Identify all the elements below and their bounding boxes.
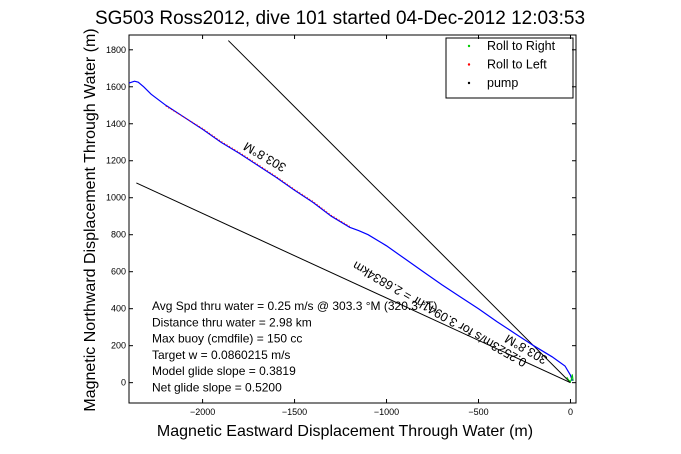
legend-box	[445, 37, 574, 99]
y-tick-label: 1200	[106, 156, 126, 166]
legend-marker	[467, 81, 471, 85]
x-tick-label: −1000	[374, 407, 399, 417]
legend-label: Roll to Right	[487, 39, 556, 53]
y-axis: 0 200 400 600 800 1000 1200 1400 1600 1800	[106, 45, 576, 388]
y-tick-label: 800	[111, 230, 126, 240]
reference-lines	[136, 40, 571, 384]
annotation-line: Target w = 0.0860215 m/s	[152, 348, 290, 362]
annotation-line: Avg Spd thru water = 0.25 m/s @ 303.3 °M…	[152, 299, 437, 313]
roll-right-series	[566, 374, 574, 383]
annotation-line: Distance thru water = 2.98 km	[152, 315, 312, 329]
chart-title: SG503 Ross2012, dive 101 started 04-Dec-…	[95, 8, 585, 29]
y-tick-label: 600	[111, 267, 126, 277]
y-tick-label: 1800	[106, 45, 126, 55]
y-axis-label: Magnetic Northward Displacement Through …	[82, 28, 99, 411]
annotation-line: Net glide slope = 0.5200	[152, 381, 282, 395]
annotation-line: Model glide slope = 0.3819	[152, 364, 296, 378]
legend-marker	[467, 63, 471, 66]
legend-label: Roll to Left	[487, 58, 547, 72]
y-tick-label: 0	[121, 378, 126, 388]
x-tick-label: −2000	[190, 407, 215, 417]
x-tick-label: −500	[468, 407, 488, 417]
legend: Roll to Right Roll to Left pump	[445, 37, 574, 99]
plot-area: 303.8°M0.2523m/s for 3.0941hr = 2.6834km…	[128, 34, 577, 404]
y-tick-label: 1600	[106, 82, 126, 92]
legend-marker	[467, 44, 471, 48]
y-tick-label: 400	[111, 304, 126, 314]
heading-upper-line	[227, 40, 571, 384]
y-tick-label: 1000	[106, 193, 126, 203]
x-axis: −2000 −1500 −1000 −500 0	[190, 35, 573, 417]
x-axis-label: Magnetic Eastward Displacement Through W…	[157, 423, 533, 440]
x-tick-label: 0	[568, 407, 573, 417]
track-series	[128, 80, 573, 381]
roll-left-series	[165, 105, 350, 227]
annotation-line: Max buoy (cmdfile) = 150 cc	[152, 332, 302, 346]
legend-label: pump	[487, 76, 518, 90]
series-layer	[128, 80, 574, 383]
heading-lower-line	[136, 182, 571, 384]
x-tick-label: −1500	[282, 407, 307, 417]
y-tick-label: 1400	[106, 119, 126, 129]
annotation-block: Avg Spd thru water = 0.25 m/s @ 303.3 °M…	[152, 299, 437, 395]
y-tick-label: 200	[111, 341, 126, 351]
